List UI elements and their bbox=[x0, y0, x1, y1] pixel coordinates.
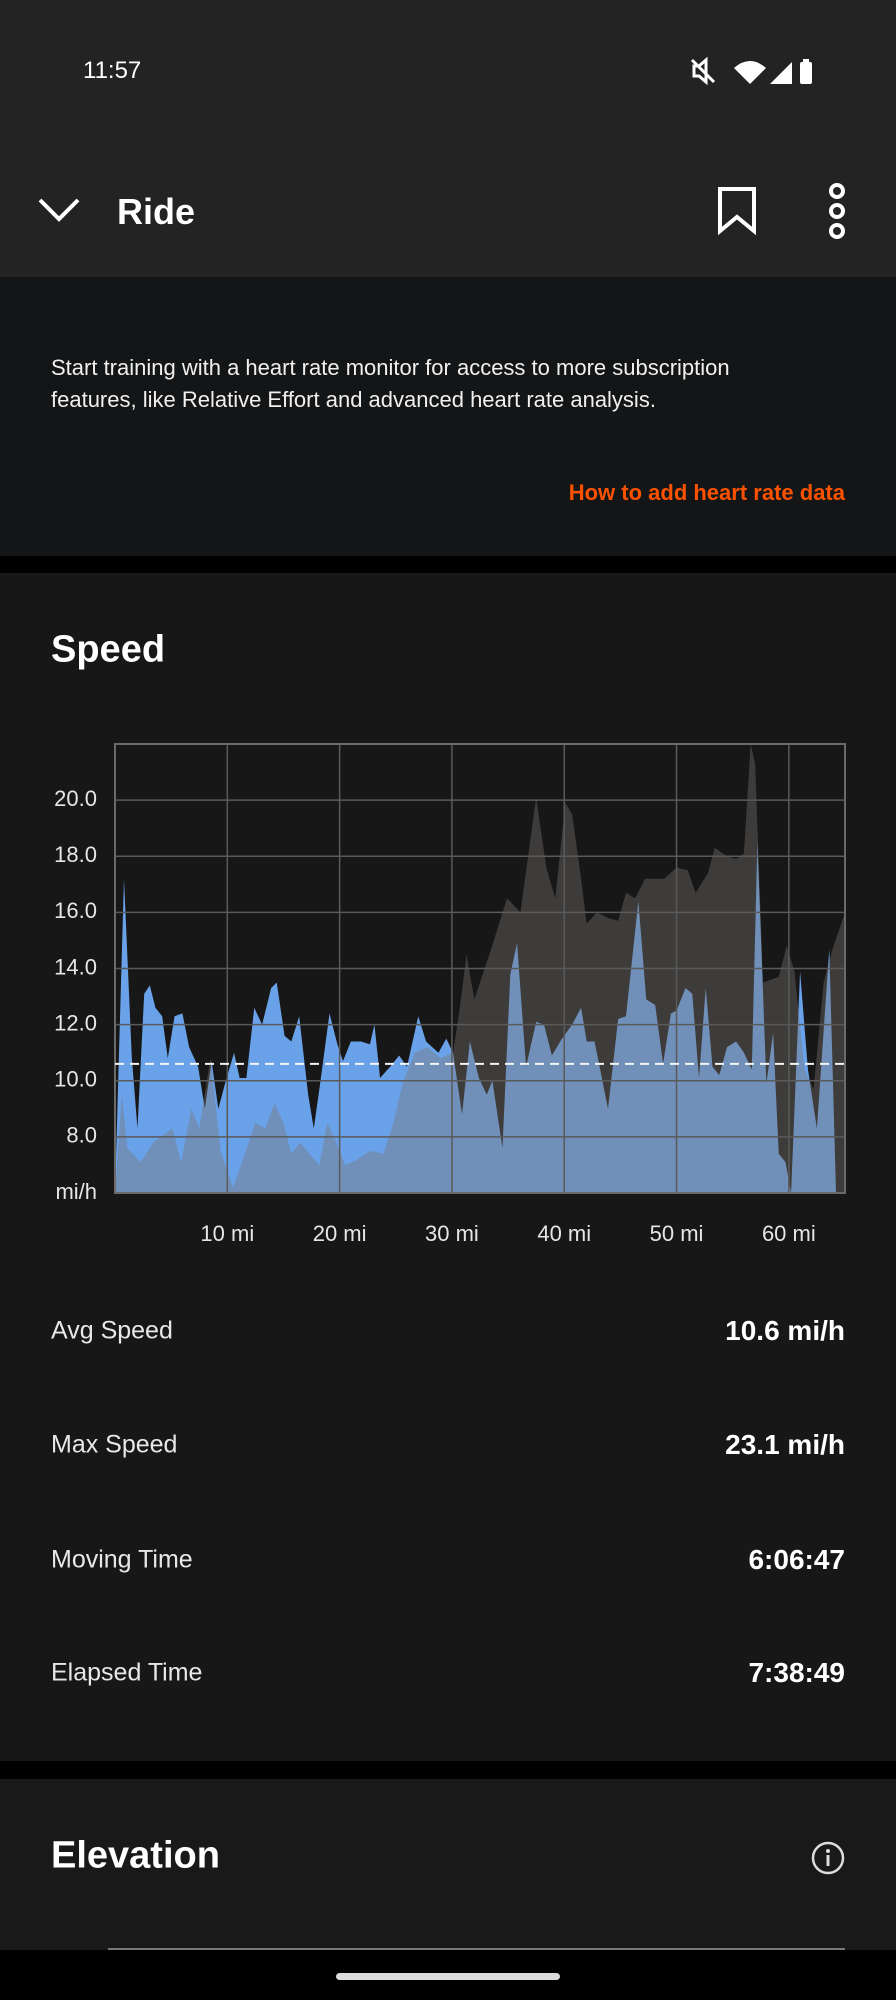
stat-label: Max Speed bbox=[51, 1430, 178, 1459]
stat-label: Elapsed Time bbox=[51, 1658, 203, 1687]
stat-label: Moving Time bbox=[51, 1545, 193, 1574]
x-tick-label: 20 mi bbox=[313, 1221, 367, 1246]
x-tick-label: 30 mi bbox=[425, 1221, 479, 1246]
x-tick-label: 50 mi bbox=[650, 1221, 704, 1246]
x-tick-label: 40 mi bbox=[537, 1221, 591, 1246]
stat-value: 10.6 mi/h bbox=[725, 1315, 845, 1346]
elevation-card bbox=[0, 1779, 896, 1950]
y-tick-label: 14.0 bbox=[54, 954, 97, 979]
status-icons bbox=[690, 56, 812, 86]
x-tick-label: 60 mi bbox=[762, 1221, 816, 1246]
speed-area bbox=[115, 842, 837, 1193]
section-title: Elevation bbox=[51, 1834, 220, 1877]
bookmark-button[interactable] bbox=[716, 186, 760, 236]
header-bg bbox=[0, 0, 896, 277]
stat-value: 23.1 mi/h bbox=[725, 1429, 845, 1460]
chart-edge bbox=[108, 1948, 845, 1950]
x-tick-label: 10 mi bbox=[200, 1221, 254, 1246]
y-tick-label: 12.0 bbox=[54, 1010, 97, 1035]
section-title: Speed bbox=[51, 628, 166, 671]
speed-chart: 8.0 10.0 12.0 14.0 16.0 18.0 20.0 mi/h 10 mi 20 m… bbox=[54, 743, 846, 1246]
collapse-button[interactable] bbox=[36, 196, 82, 224]
y-tick-label: 10.0 bbox=[54, 1067, 97, 1092]
banner-line: Start training with a heart rate monitor… bbox=[51, 355, 730, 380]
stat-label: Avg Speed bbox=[51, 1316, 173, 1345]
status-time: 11:57 bbox=[83, 57, 142, 84]
more-button[interactable] bbox=[822, 180, 852, 242]
y-tick-label: 20.0 bbox=[54, 786, 97, 811]
banner-line: features, like Relative Effort and advan… bbox=[51, 387, 656, 412]
header-title: Ride bbox=[117, 191, 196, 232]
stat-value: 6:06:47 bbox=[748, 1544, 845, 1575]
stat-value: 7:38:49 bbox=[748, 1657, 845, 1688]
info-button[interactable] bbox=[810, 1840, 846, 1876]
heart-rate-link[interactable]: How to add heart rate data bbox=[568, 480, 845, 505]
home-indicator bbox=[336, 1973, 560, 1980]
y-axis-unit: mi/h bbox=[55, 1179, 97, 1204]
plot-border bbox=[114, 743, 846, 1194]
y-tick-label: 8.0 bbox=[66, 1123, 97, 1148]
banner-text: Start training with a heart rate monitor… bbox=[51, 352, 730, 416]
y-tick-label: 18.0 bbox=[54, 842, 97, 867]
banner-bg bbox=[0, 277, 896, 556]
y-tick-label: 16.0 bbox=[54, 898, 97, 923]
